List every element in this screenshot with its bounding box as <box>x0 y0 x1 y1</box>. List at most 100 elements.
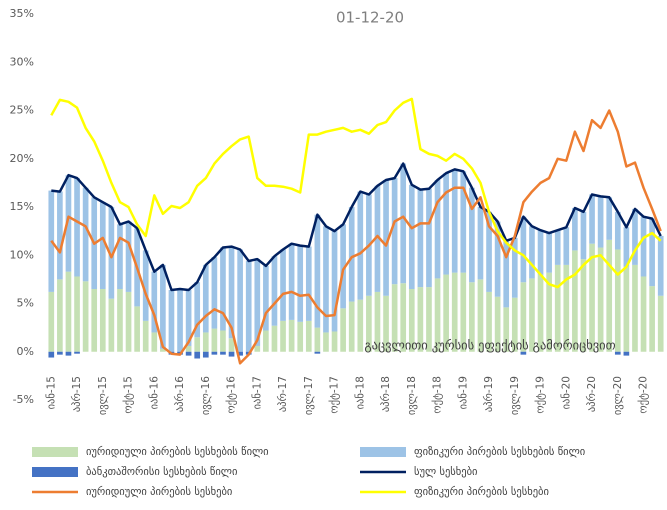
y-tick-label: 10% <box>10 248 34 261</box>
bar <box>211 351 218 355</box>
bar <box>340 308 346 352</box>
x-tick-label: იან-16 <box>148 376 160 410</box>
bar <box>48 351 55 358</box>
bar <box>391 178 398 285</box>
bar <box>254 345 261 352</box>
bar <box>108 207 115 299</box>
x-tick-label: აპრ-16 <box>174 376 186 412</box>
bar <box>305 320 312 352</box>
bar <box>614 211 621 250</box>
bar <box>477 207 484 280</box>
bar <box>202 332 209 352</box>
bar <box>99 202 106 290</box>
bar <box>614 351 621 355</box>
bar <box>623 266 630 352</box>
x-tick-label: ივლ-17 <box>303 376 315 415</box>
bar <box>297 321 304 352</box>
bar <box>228 246 235 339</box>
bar <box>263 330 269 352</box>
bar <box>572 250 578 352</box>
bar <box>580 259 587 352</box>
bar <box>426 188 432 288</box>
bar <box>529 278 535 352</box>
bar <box>520 216 527 283</box>
y-tick-label: 15% <box>10 200 34 213</box>
bar <box>271 325 278 352</box>
bar <box>537 274 544 352</box>
bar <box>366 295 372 352</box>
x-tick-label: ოქტ-15 <box>123 376 135 414</box>
y-tick-label: -5% <box>13 393 34 406</box>
bar <box>537 230 544 275</box>
bar <box>194 282 201 338</box>
bar <box>520 282 527 352</box>
bar <box>657 235 664 296</box>
bar <box>125 221 132 292</box>
bar <box>74 351 80 354</box>
bar <box>511 237 518 298</box>
x-tick-label: აპრ-19 <box>483 376 495 412</box>
bar <box>237 249 243 352</box>
bar <box>142 320 149 352</box>
bar <box>623 227 630 267</box>
bar <box>383 179 389 296</box>
bar <box>280 249 286 321</box>
bar <box>503 240 510 308</box>
bar <box>228 351 235 357</box>
bar <box>486 211 492 292</box>
x-tick-label: ივლ-19 <box>509 376 521 415</box>
bar <box>606 197 613 240</box>
bar <box>168 289 175 352</box>
bar <box>434 278 441 352</box>
bar <box>280 320 286 352</box>
y-tick-label: 5% <box>17 297 34 310</box>
legend-label: სულ სესხები <box>414 466 477 478</box>
bar <box>65 175 72 272</box>
bar <box>503 307 510 352</box>
line <box>51 162 662 292</box>
bar <box>117 289 123 352</box>
bar <box>443 173 449 275</box>
bar <box>640 216 647 277</box>
bar <box>469 282 475 352</box>
bar <box>57 191 63 280</box>
bar <box>82 187 89 282</box>
x-tick-label: აპრ-18 <box>380 376 392 412</box>
bar <box>374 185 381 292</box>
bar <box>400 163 407 284</box>
bar <box>202 264 209 333</box>
bar <box>237 351 243 356</box>
bar <box>400 283 407 352</box>
x-tick-label: ივლ-18 <box>406 376 418 415</box>
y-tick-label: 30% <box>10 55 34 68</box>
bar <box>314 351 321 354</box>
bar <box>451 272 458 352</box>
bar <box>563 264 570 352</box>
bar <box>151 332 158 352</box>
bar <box>314 214 321 328</box>
bar <box>185 345 192 352</box>
x-tick-label: აპრ-17 <box>277 376 289 412</box>
bar <box>572 207 578 251</box>
legend-label: ფიზიკური პირების სესხების წილი <box>414 446 585 458</box>
bar <box>142 250 149 321</box>
bar <box>460 171 467 273</box>
bar <box>374 291 381 352</box>
y-tick-label: 20% <box>10 152 34 165</box>
bar <box>48 291 55 352</box>
bar <box>99 289 106 352</box>
x-tick-label: ოქტ-18 <box>432 376 444 414</box>
bar <box>57 279 63 352</box>
bar <box>546 233 552 273</box>
x-tick-label: აპრ-15 <box>71 376 83 412</box>
bar <box>194 337 201 352</box>
bar <box>417 287 424 352</box>
legend-swatch <box>360 447 406 457</box>
x-tick-label: ოქტ-16 <box>226 376 238 414</box>
bar <box>254 259 261 346</box>
chart-title: 01-12-20 <box>336 9 404 27</box>
bar <box>408 184 415 290</box>
bar <box>649 218 655 287</box>
bar <box>211 328 218 352</box>
bar <box>554 230 561 265</box>
